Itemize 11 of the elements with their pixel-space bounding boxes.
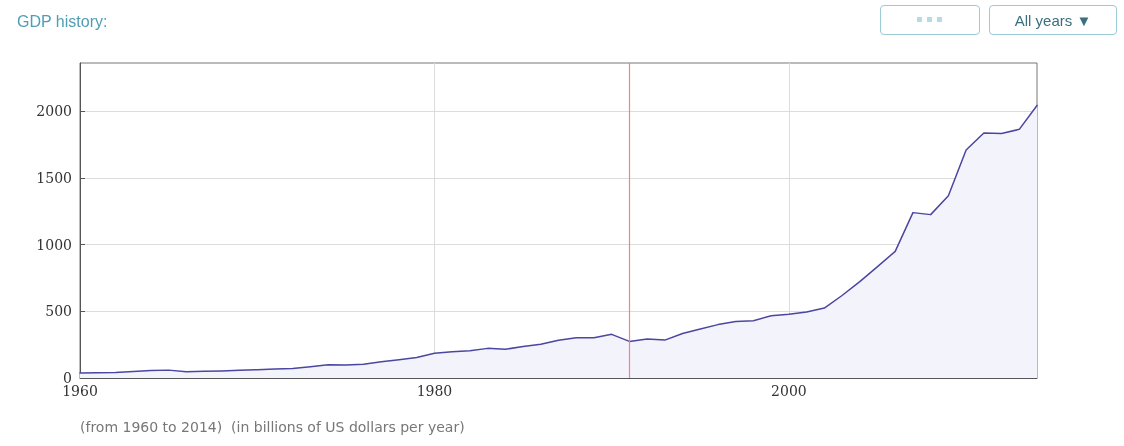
y-tick-label: 1000 [36,236,72,253]
x-tick-label: 1960 [62,383,98,399]
y-tick-label: 500 [45,303,72,320]
x-tick-label: 2000 [771,383,807,399]
x-tick-label: 1980 [416,383,453,399]
y-tick-label: 0 [63,370,72,386]
text: (from 1960 to 2014) (in billions of US dollars per year) [80,419,465,435]
chart-title: GDP history: [17,12,108,30]
text: All years ▼ [989,5,1117,35]
y-tick-label: 2000 [36,103,72,120]
y-tick-label: 1500 [36,169,72,186]
